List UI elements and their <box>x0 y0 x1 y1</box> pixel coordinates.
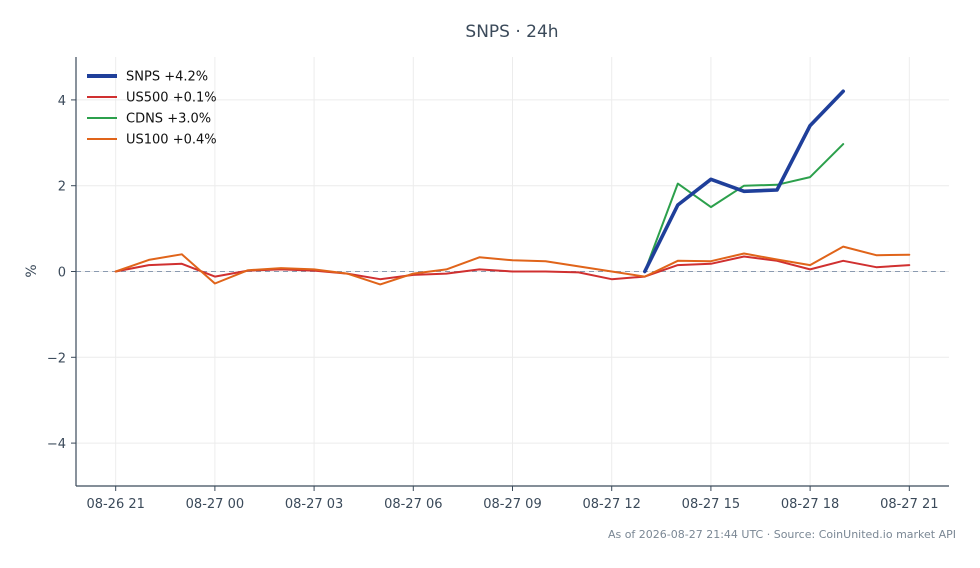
x-tick-label: 08-27 06 <box>384 497 442 512</box>
x-tick-label: 08-27 21 <box>880 497 938 512</box>
legend-label-us100: US100 +0.4% <box>126 133 217 148</box>
tick-labels: 08-26 21 08-27 00 08-27 03 08-27 06 08-27 09… <box>47 94 939 512</box>
y-tick-label: −4 <box>47 437 66 452</box>
y-tick-label: 4 <box>58 94 66 109</box>
y-axis-label: % <box>24 264 40 277</box>
legend-label-us500: US500 +0.1% <box>126 91 217 106</box>
legend: SNPS +4.2% US500 +0.1% CDNS +3.0% US100 +0.… <box>87 70 217 148</box>
legend-label-snps: SNPS +4.2% <box>126 70 208 85</box>
legend-label-cdns: CDNS +3.0% <box>126 112 211 127</box>
x-tick-label: 08-27 18 <box>781 497 839 512</box>
x-tick-label: 08-26 21 <box>86 497 144 512</box>
x-tick-label: 08-27 00 <box>186 497 244 512</box>
y-tick-label: 2 <box>58 180 66 195</box>
series-line-cdns <box>643 143 845 273</box>
x-tick-label: 08-27 12 <box>582 497 640 512</box>
x-tick-label: 08-27 15 <box>682 497 740 512</box>
series-lines <box>114 89 911 286</box>
x-tick-label: 08-27 09 <box>483 497 541 512</box>
x-tick-label: 08-27 03 <box>285 497 343 512</box>
chart-title: SNPS · 24h <box>465 22 558 42</box>
y-tick-label: 0 <box>58 266 66 281</box>
series-line-snps <box>643 89 845 274</box>
y-tick-label: −2 <box>47 351 66 366</box>
series-line-us100 <box>114 245 911 286</box>
source-footnote: As of 2026-08-27 21:44 UTC · Source: Coi… <box>608 528 956 541</box>
